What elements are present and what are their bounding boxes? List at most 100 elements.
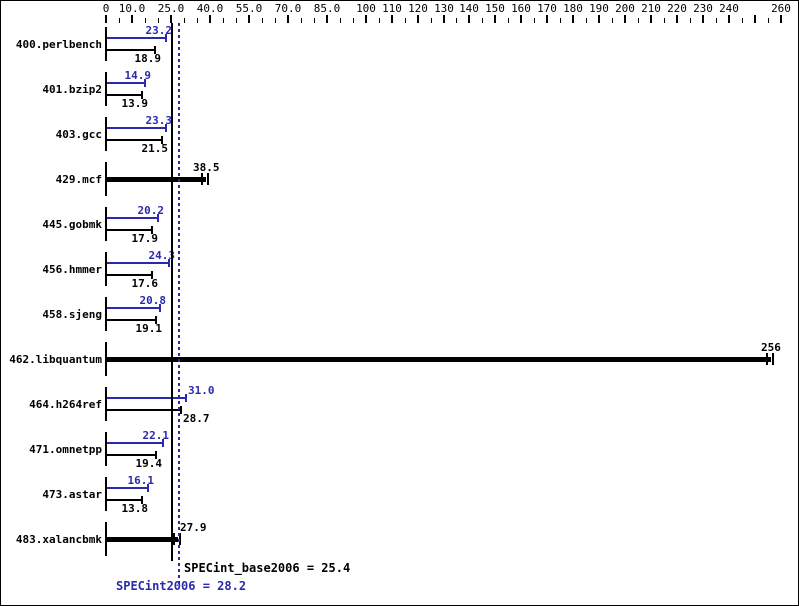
base-bar	[107, 274, 152, 276]
base-value-label: 13.9	[121, 97, 149, 110]
axis-tick-label: 140	[459, 2, 479, 15]
peak-bar	[107, 442, 163, 444]
base-bar	[107, 94, 142, 96]
bar-end-cap	[207, 173, 209, 185]
axis-tick-label: 10.0	[118, 2, 146, 15]
axis-major-tick	[287, 15, 289, 23]
axis-minor-tick	[508, 18, 509, 23]
axis-minor-tick	[353, 18, 354, 23]
merged-value-label: 27.9	[180, 521, 207, 534]
axis-minor-tick	[742, 18, 743, 23]
row-axis-spine	[105, 27, 107, 61]
peak-value-label: 16.1	[127, 474, 155, 487]
axis-minor-tick	[236, 18, 237, 23]
row-axis-spine	[105, 72, 107, 106]
axis-tick-label: 0	[102, 2, 110, 15]
base-bar	[107, 319, 156, 321]
base-end-cap	[141, 496, 143, 504]
axis-major-tick	[131, 15, 133, 23]
bar-end-cap	[179, 533, 181, 545]
axis-major-tick	[546, 15, 548, 23]
peak-value-label: 24.3	[148, 249, 176, 262]
base-value-label: 13.8	[121, 502, 149, 515]
axis-major-tick	[417, 15, 419, 23]
benchmark-label: 445.gobmk	[42, 218, 102, 231]
base-end-cap	[155, 451, 157, 459]
row-axis-spine	[105, 117, 107, 151]
benchmark-label: 456.hmmer	[42, 263, 102, 276]
row-axis-spine	[105, 387, 107, 421]
axis-tick-label: 190	[589, 2, 609, 15]
axis-minor-tick	[379, 18, 380, 23]
base-end-cap	[154, 46, 156, 54]
base-value-label: 28.7	[183, 412, 210, 425]
axis-tick-label: 120	[408, 2, 428, 15]
axis-tick-label: 240	[719, 2, 739, 15]
base-value-label: 19.1	[135, 322, 163, 335]
axis-major-tick	[598, 15, 600, 23]
axis-major-tick	[728, 15, 730, 23]
axis-tick-label: 210	[641, 2, 661, 15]
peak-bar	[107, 397, 186, 399]
axis-minor-tick	[534, 18, 535, 23]
axis-major-tick	[702, 15, 704, 23]
axis-major-tick	[326, 15, 328, 23]
axis-minor-tick	[716, 18, 717, 23]
benchmark-label: 471.omnetpp	[29, 443, 102, 456]
axis-minor-tick	[482, 18, 483, 23]
base-bar	[107, 499, 142, 501]
axis-minor-tick	[223, 18, 224, 23]
axis-minor-tick	[275, 18, 276, 23]
bar-end-cap	[772, 353, 774, 365]
base-bar	[107, 409, 181, 411]
benchmark-label: 401.bzip2	[42, 83, 102, 96]
axis-major-tick	[365, 15, 367, 23]
benchmark-label: 464.h264ref	[29, 398, 102, 411]
axis-minor-tick	[664, 18, 665, 23]
benchmark-label: 473.astar	[42, 488, 102, 501]
row-axis-spine	[105, 342, 107, 376]
axis-major-tick	[391, 15, 393, 23]
summary-base-text: SPECint_base2006 = 25.4	[184, 561, 351, 575]
base-value-label: 17.9	[131, 232, 159, 245]
peak-end-cap	[157, 214, 159, 222]
axis-tick-label: 55.0	[235, 2, 263, 15]
axis-major-tick	[209, 15, 211, 23]
benchmark-label: 400.perlbench	[15, 38, 102, 51]
benchmark-label: 429.mcf	[55, 173, 102, 186]
peak-bar	[107, 82, 145, 84]
base-value-label: 19.4	[135, 457, 163, 470]
peak-end-cap	[168, 259, 170, 267]
base-bar	[107, 139, 162, 141]
base-end-cap	[151, 226, 153, 234]
axis-tick-label: 260	[771, 2, 791, 15]
row-axis-spine	[105, 207, 107, 241]
benchmark-label: 462.libquantum	[9, 353, 102, 366]
benchmark-label: 458.sjeng	[42, 308, 102, 321]
axis-minor-tick	[431, 18, 432, 23]
row-axis-spine	[105, 252, 107, 286]
axis-tick-label: 170	[537, 2, 557, 15]
row-axis-spine	[105, 522, 107, 556]
axis-minor-tick	[690, 18, 691, 23]
axis-minor-tick	[638, 18, 639, 23]
peak-value-label: 14.9	[124, 69, 152, 82]
peak-end-cap	[185, 394, 187, 402]
peak-bar	[107, 127, 166, 129]
axis-minor-tick	[197, 18, 198, 23]
peak-value-label: 23.2	[145, 24, 173, 37]
base-bar	[107, 454, 156, 456]
base-end-cap	[155, 316, 157, 324]
base-end-cap	[151, 271, 153, 279]
axis-tick-label: 230	[693, 2, 713, 15]
axis-minor-tick	[456, 18, 457, 23]
axis-major-tick	[572, 15, 574, 23]
axis-major-tick	[248, 15, 250, 23]
base-value-label: 17.6	[131, 277, 159, 290]
bar-end-cap	[201, 173, 203, 185]
axis-minor-tick	[560, 18, 561, 23]
axis-minor-tick	[158, 18, 159, 23]
merged-result-bar	[107, 177, 206, 182]
peak-mean-line	[178, 23, 180, 584]
